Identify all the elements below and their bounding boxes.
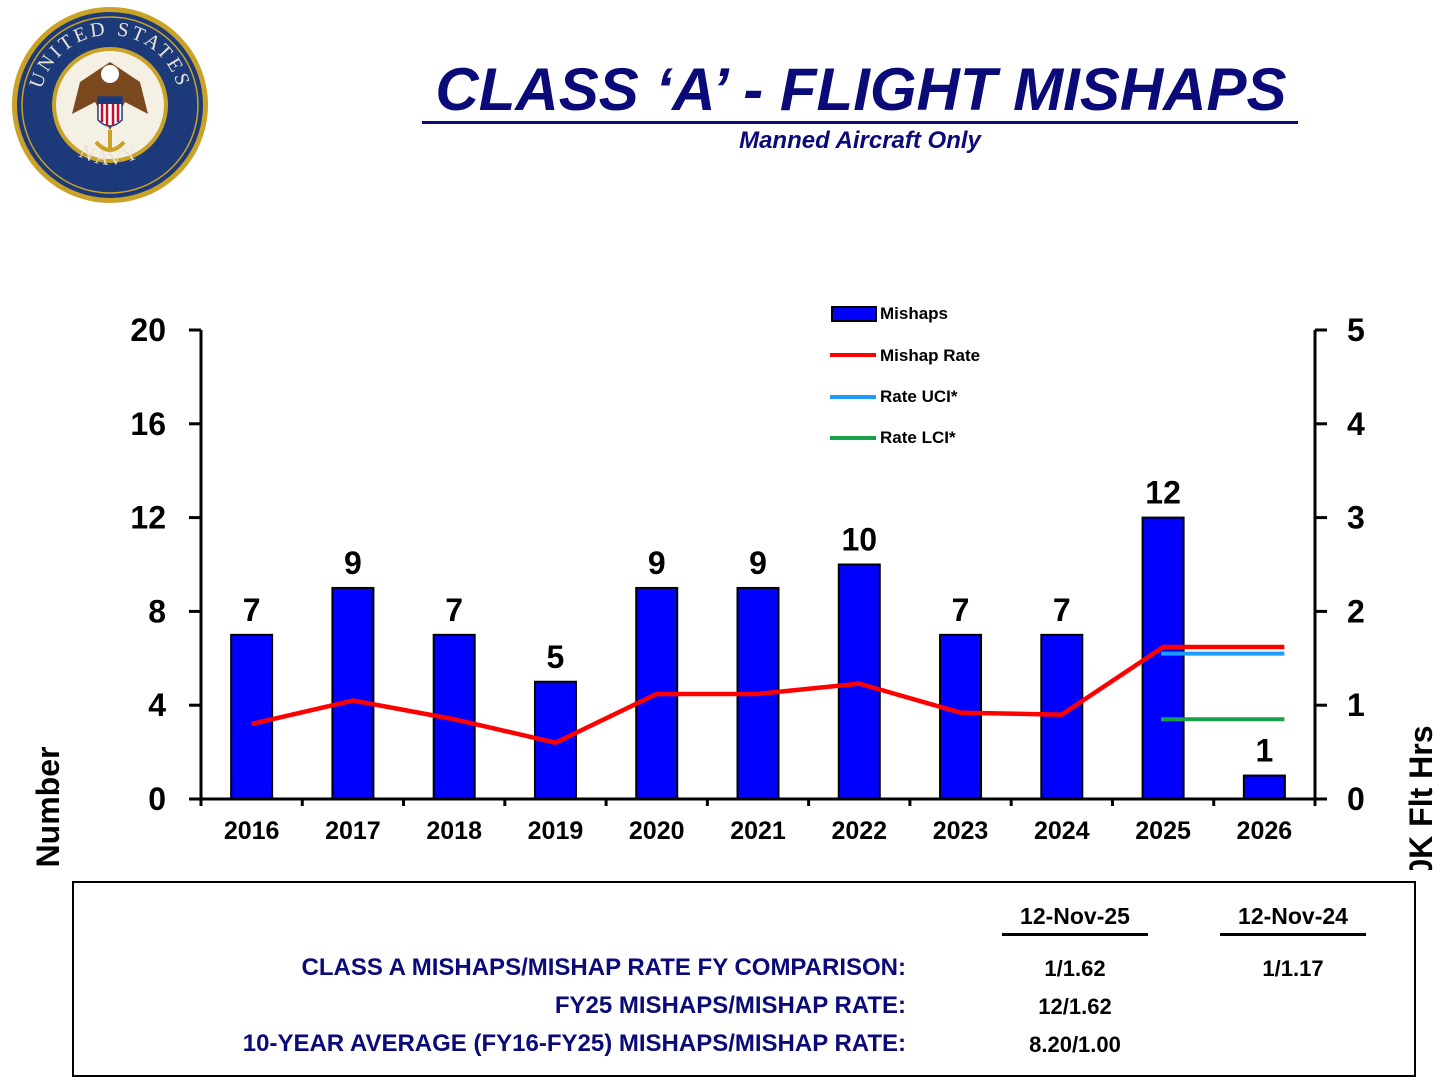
y2-tick-label-4: 4 [1347,406,1365,442]
mishap-rate-line [251,644,1285,745]
x-tick-label-2016: 2016 [224,817,280,845]
row-value-fy25-current: 12/1.62 [1038,994,1112,1019]
y-tick-label-8: 8 [148,593,166,629]
x-tick-label-2023: 2023 [933,817,989,845]
row-label-fy-comparison: CLASS A MISHAPS/MISHAP RATE FY COMPARISO… [301,954,907,981]
x-tick-label-2017: 2017 [325,817,381,845]
y2-tick-label-0: 0 [1347,781,1365,817]
y-tick-label-12: 12 [130,500,166,536]
row-value-10yr-average-current: 8.20/1.00 [1029,1032,1121,1057]
row-value-fy-comparison-current: 1/1.62 [1044,956,1106,981]
col-header-previous-underline [1220,933,1366,936]
chart-legend: Mishaps Mishap Rate Rate UCI* Rate LCI* [830,304,980,447]
y-tick-label-0: 0 [148,781,166,817]
data-label-2022: 10 [841,522,877,558]
y2-axis-title: Rate/100K Flt Hrs [1403,726,1439,870]
navy-seal-logo: UNITED STATES NAVY [12,7,208,203]
bar-2016 [230,633,274,800]
y2-tick-label-1: 1 [1347,687,1365,723]
bar-2023 [939,633,983,800]
data-label-2025: 12 [1145,475,1181,511]
row-value-fy-comparison-previous: 1/1.17 [1262,956,1324,981]
data-label-2026: 1 [1255,733,1273,769]
data-label-2017: 9 [344,545,362,581]
x-tick-label-2020: 2020 [629,817,685,845]
page-title: CLASS ‘A’ - FLIGHT MISHAPS [435,56,1287,123]
data-label-2021: 9 [749,545,767,581]
legend-mishap-rate-label: Mishap Rate [880,346,980,365]
x-tick-label-2018: 2018 [426,817,482,845]
x-tick-label-2021: 2021 [730,817,786,845]
title-underline [422,121,1298,124]
row-label-10yr-average: 10-YEAR AVERAGE (FY16-FY25) MISHAPS/MISH… [242,1030,906,1057]
legend-mishaps-swatch [831,306,877,322]
eagle-emblem-icon [72,62,148,152]
page-subtitle: Manned Aircraft Only [739,127,981,154]
bar-2024 [1040,633,1084,800]
row-label-fy25: FY25 MISHAPS/MISHAP RATE: [554,992,906,1019]
data-label-2024: 7 [1053,592,1071,628]
y-tick-label-4: 4 [148,687,166,723]
x-tick-label-2026: 2026 [1237,817,1293,845]
y2-tick-label-2: 2 [1347,593,1365,629]
legend-lci-label: Rate LCI* [880,428,956,447]
legend-mishaps-label: Mishaps [880,304,948,323]
y2-tick-label-3: 3 [1347,500,1365,536]
col-header-current: 12-Nov-25 [1020,903,1130,929]
mishap-chart: Mishaps Mishap Rate Rate UCI* Rate LCI* … [30,304,1439,870]
data-label-2020: 9 [648,545,666,581]
y-tick-label-16: 16 [130,406,166,442]
x-tick-label-2022: 2022 [831,817,887,845]
data-label-2018: 7 [445,592,463,628]
data-label-2019: 5 [547,639,565,675]
data-label-2016: 7 [243,592,261,628]
bar-2026 [1242,774,1286,800]
col-header-current-underline [1002,933,1148,936]
col-header-previous: 12-Nov-24 [1238,903,1348,929]
bar-2017 [331,586,375,801]
x-tick-label-2025: 2025 [1135,817,1191,845]
legend-uci-label: Rate UCI* [880,387,958,406]
x-tick-label-2024: 2024 [1034,817,1090,845]
y2-tick-label-5: 5 [1347,312,1365,348]
y-axis-title: Number [30,747,66,868]
x-tick-label-2019: 2019 [528,817,584,845]
summary-table: 12-Nov-25 12-Nov-24 CLASS A MISHAPS/MISH… [72,881,1416,1077]
data-label-2023: 7 [952,592,970,628]
y-tick-label-20: 20 [130,312,166,348]
